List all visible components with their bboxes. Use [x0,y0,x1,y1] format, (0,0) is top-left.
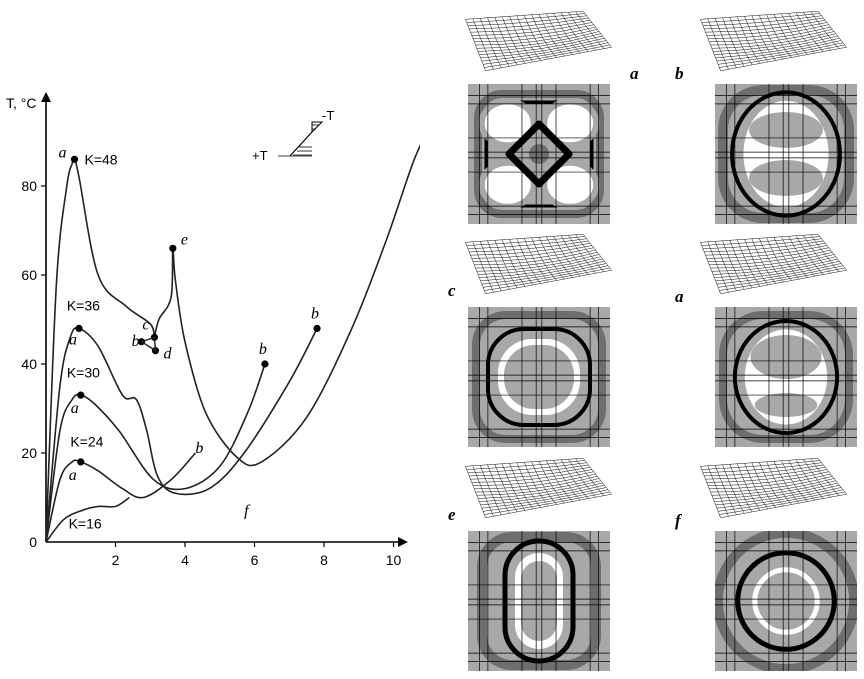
contour-map [715,307,857,452]
cd-triangle [139,336,157,352]
y-tick-label: 40 [21,356,37,372]
contour-map [715,84,857,229]
point-label: d [163,346,172,363]
panel-label: a [630,64,639,83]
x-tick-label: 8 [320,552,328,568]
y-axis [41,92,51,542]
temperature-chart: T, °C 2 4 6 8 10 0 20 40 60 80 -T +T K=48 K=36 K=30… [6,92,420,568]
series-line [153,143,420,467]
panel-label: f [675,511,681,530]
deformed-mesh [452,233,620,300]
contour-map [468,531,610,676]
inset-minus-label: -T [322,108,334,123]
data-point [77,458,85,466]
y-tick-label: 60 [21,267,37,283]
data-point [70,155,79,163]
data-point [75,324,83,332]
x-tick-label: 6 [251,552,259,568]
deformation-panel: a [675,233,859,455]
deformation-panel: a [452,10,639,232]
data-point [313,324,321,332]
contour-map [468,84,610,229]
contour-map [712,527,860,676]
point-label: b [132,333,140,350]
deformation-panel: b [675,10,859,232]
deformed-mesh [687,457,855,524]
point-label: b [259,341,267,358]
series-label: K=48 [84,151,117,167]
point-label: a [69,331,77,348]
legend-inset: -T +T [252,108,334,163]
deformed-mesh [452,10,620,77]
data-point [169,244,177,252]
panel-label: c [448,281,456,300]
x-tick-label: 10 [386,552,402,568]
series-line [45,363,266,543]
deformed-mesh [687,10,855,77]
y-tick-label: 80 [21,178,37,194]
contour-map [468,307,610,452]
y-tick-label: 20 [21,445,37,461]
point-label: a [58,144,66,161]
inset-plus-label: +T [252,148,268,163]
series-line [45,452,196,543]
panel-label: a [675,287,684,306]
y-axis-label: T, °C [6,95,37,111]
data-point [261,360,269,368]
x-tick-label: 2 [112,552,120,568]
point-label: a [69,467,77,484]
panel-label: e [448,505,456,524]
point-label: c [142,316,149,333]
series-label: K=30 [67,364,100,380]
annotation-label: b [195,440,203,457]
series-line [45,327,318,543]
series-label: K=16 [69,516,102,532]
point-label: e [181,231,188,248]
series-label: K=24 [70,433,103,449]
deformed-mesh [687,233,855,300]
panel-label: b [675,64,684,83]
data-point [77,391,85,399]
y-tick-label: 0 [29,534,37,550]
deformed-mesh [452,457,620,524]
point-label: a [71,400,79,417]
series-line [45,496,130,543]
point-label: b [311,305,319,322]
series-label: K=36 [67,298,100,314]
annotation-label: f [244,503,251,520]
deformation-panel: e [448,457,624,679]
deformation-panel: f [675,457,860,679]
x-axis [46,537,408,547]
deformation-panel: c [448,233,624,455]
x-tick-label: 4 [181,552,189,568]
